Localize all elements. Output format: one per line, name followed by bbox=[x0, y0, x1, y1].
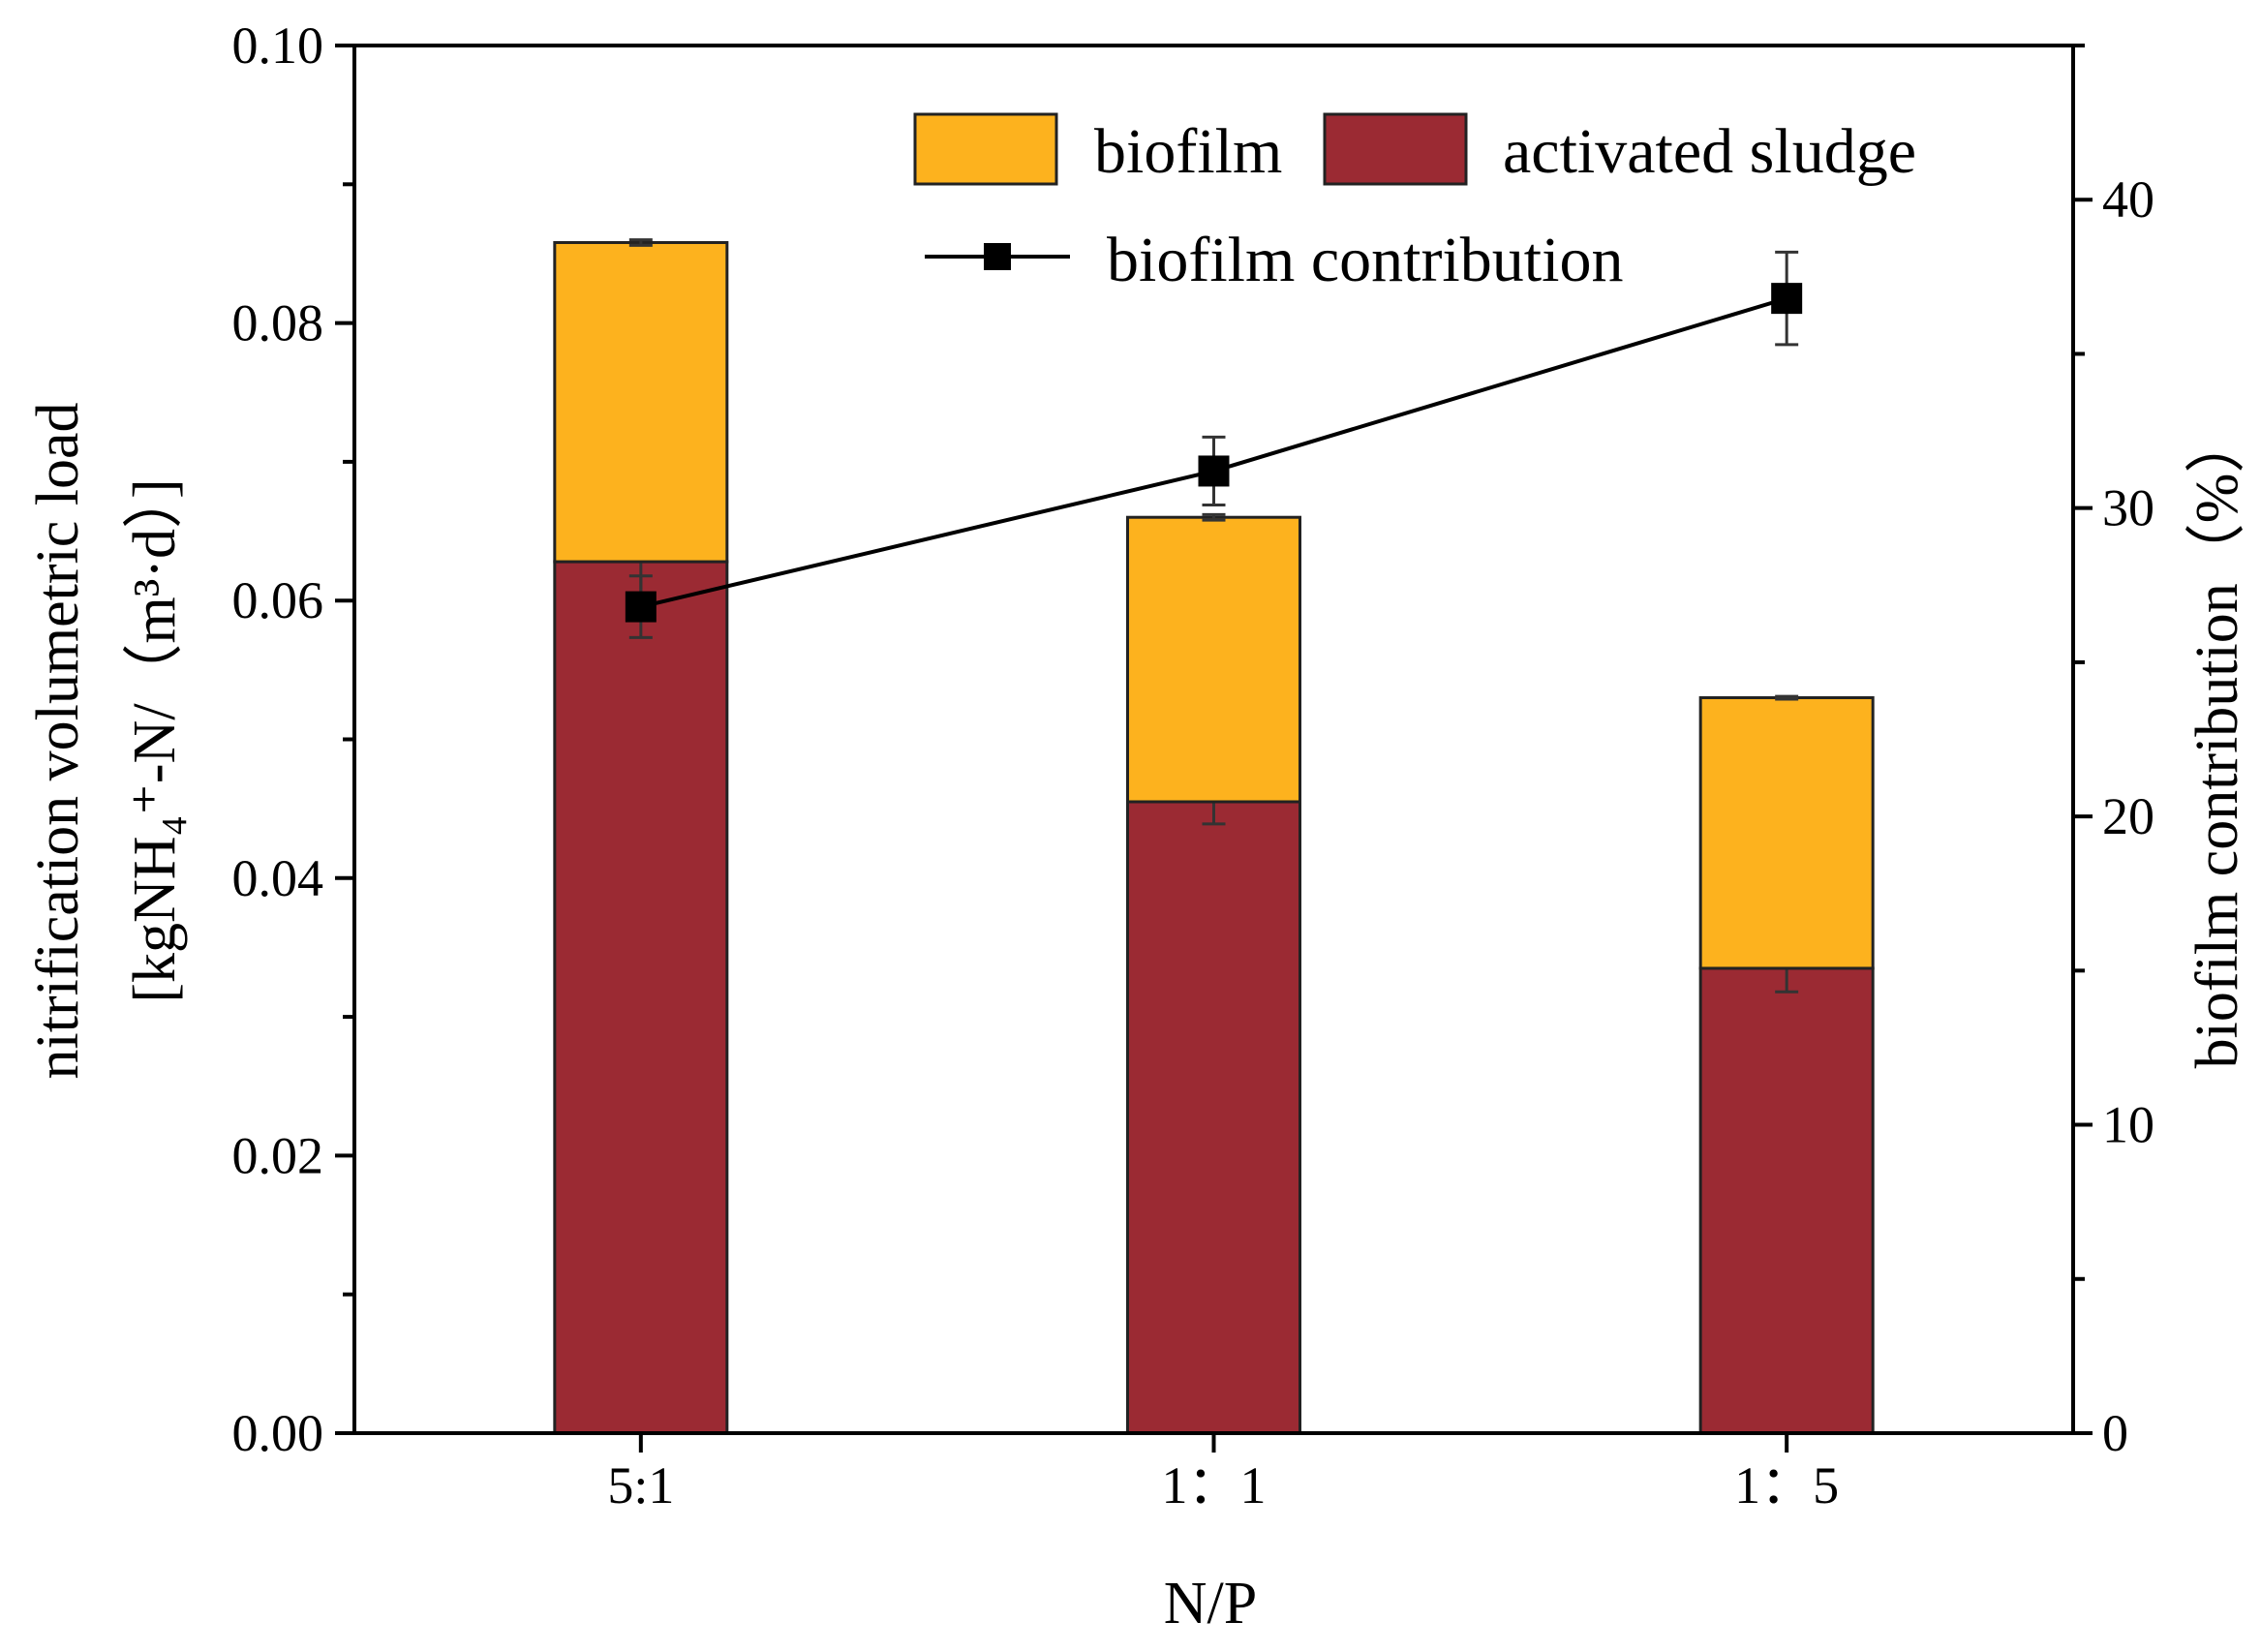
bar-activated-sludge-2 bbox=[1698, 966, 1875, 1435]
y-axis-label-line1: nitrification volumetric load bbox=[25, 402, 91, 1079]
x-axis-label: N/P bbox=[1164, 1571, 1257, 1637]
legend-contribution-label: biofilm contribution bbox=[1107, 225, 1623, 295]
contribution-point-1 bbox=[1198, 455, 1230, 487]
contribution-point-0 bbox=[625, 591, 657, 623]
bar-activated-sludge-0 bbox=[553, 560, 729, 1435]
bar-biofilm-1 bbox=[1126, 515, 1301, 804]
y-axis-label-line2: [kgNH₄⁺-N/（m³·d）] bbox=[122, 478, 188, 1002]
y-right-tick-label: 10 bbox=[2102, 1096, 2154, 1154]
legend-contribution-marker bbox=[984, 243, 1011, 270]
y-axis-right-label: biofilm contribution（%） bbox=[2185, 413, 2250, 1069]
x-tick-label: 1：5 bbox=[1734, 1456, 1839, 1514]
x-tick-label: 5:1 bbox=[607, 1456, 674, 1514]
contribution-line-group bbox=[625, 250, 1803, 639]
legend-biofilm-label: biofilm bbox=[1094, 116, 1282, 187]
y-right-tick-label: 20 bbox=[2102, 787, 2154, 845]
x-tick-label: 1：1 bbox=[1162, 1456, 1267, 1514]
y-left-tick-label: 0.00 bbox=[232, 1404, 324, 1462]
y-right-tick-label: 30 bbox=[2102, 479, 2154, 537]
y-left-tick-label: 0.02 bbox=[232, 1126, 324, 1184]
tick-labels: 0.00 0.02 0.04 0.06 0.08 0.10 0 10 20 30 40 5:1 1：1 1… bbox=[232, 16, 2155, 1514]
y-left-tick-label: 0.06 bbox=[232, 571, 324, 629]
y-left-tick-label: 0.08 bbox=[232, 294, 324, 352]
bar-biofilm-0 bbox=[553, 240, 729, 564]
y-left-tick-label: 0.10 bbox=[232, 16, 324, 75]
legend-biofilm-swatch bbox=[913, 112, 1058, 186]
legend-activated-sludge-swatch bbox=[1323, 112, 1468, 186]
bar-biofilm-2 bbox=[1698, 696, 1875, 970]
bar-activated-sludge-1 bbox=[1126, 800, 1301, 1435]
y-left-tick-label: 0.04 bbox=[232, 849, 324, 907]
legend-activated-sludge-label: activated sludge bbox=[1503, 116, 1916, 187]
y-right-tick-label: 0 bbox=[2102, 1404, 2128, 1462]
contribution-point-2 bbox=[1771, 283, 1803, 315]
y-right-tick-label: 40 bbox=[2102, 170, 2154, 229]
axis-ticks bbox=[335, 44, 2093, 1453]
bars-group bbox=[553, 238, 1875, 1435]
legend: biofilm activated sludge biofilm contrib… bbox=[913, 112, 1916, 295]
